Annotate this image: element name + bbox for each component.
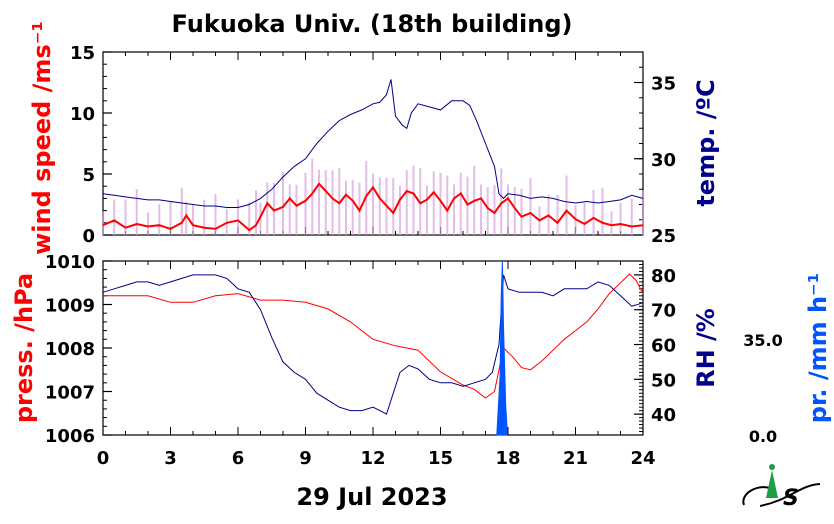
temperature-line [102, 79, 644, 208]
x-tick-label: 6 [232, 448, 245, 469]
rh-axis-label: RH /% [692, 308, 720, 388]
logo-letters: S [783, 486, 799, 511]
y-right-tick-label: 30 [651, 150, 676, 171]
temp-axis-label: temp. /ºC [692, 79, 720, 206]
wind_mean-line [102, 182, 644, 232]
pressure-line [103, 273, 644, 399]
y-right-tick-label: 35 [651, 74, 676, 95]
x-tick-label: 18 [495, 448, 520, 469]
logo-swoosh-1 [742, 486, 771, 506]
institute-logo: S [742, 464, 821, 511]
y-left-tick-label: 1007 [45, 383, 95, 404]
y-right-tick-label: 40 [651, 405, 676, 426]
date-label: 29 Jul 2023 [296, 483, 447, 511]
y-right-tick-label: 25 [651, 226, 676, 247]
press-axis-label: press. /hPa [10, 273, 38, 423]
y-left-tick-label: 10 [70, 104, 95, 125]
x-tick-label: 24 [630, 448, 655, 469]
y-left-tick-label: 0 [82, 226, 95, 247]
y-left-tick-label: 1008 [45, 339, 95, 360]
precip-tick-label: 35.0 [743, 331, 782, 350]
relative_humidity-line [102, 274, 644, 415]
x-tick-label: 15 [428, 448, 453, 469]
y-right-tick-label: 70 [651, 301, 676, 322]
y-left-tick-label: 1009 [45, 296, 95, 317]
chart-title: Fukuoka Univ. (18th building) [172, 10, 573, 38]
wind-axis-label: wind speed /ms⁻¹ [28, 21, 56, 255]
y-right-tick-label: 80 [651, 266, 676, 287]
y-left-tick-label: 5 [82, 165, 95, 186]
x-tick-label: 9 [299, 448, 312, 469]
y-right-tick-label: 50 [651, 370, 676, 391]
logo-leaf-icon [769, 464, 775, 470]
bottom-panel-frame [102, 260, 644, 436]
x-tick-label: 12 [360, 448, 385, 469]
y-left-tick-label: 1006 [45, 426, 95, 447]
x-tick-label: 3 [164, 448, 177, 469]
precip-tick-label: 0.0 [749, 427, 777, 446]
x-tick-label: 21 [563, 448, 588, 469]
y-right-tick-label: 60 [651, 336, 676, 357]
top-panel: 0 5 10 15 25 30 35 [70, 43, 676, 247]
x-tick-label: 0 [97, 448, 110, 469]
precip-axis-label: pr. /mm h⁻¹ [804, 273, 832, 423]
precip-bars [496, 260, 508, 436]
logo-tree-icon [766, 470, 778, 498]
logo-swoosh-2 [759, 483, 821, 507]
bottom-panel: 1006 1007 1008 1009 1010 40 50 60 70 80 0 3 6 9 12 15 18… [45, 252, 783, 469]
y-left-tick-label: 15 [70, 43, 95, 64]
y-left-tick-label: 1010 [45, 252, 95, 273]
